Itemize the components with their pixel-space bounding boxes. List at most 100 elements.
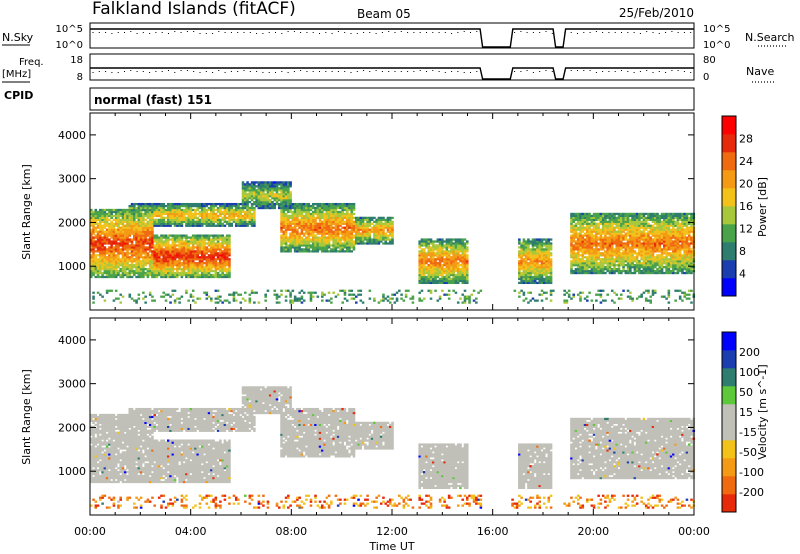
heatmap-cell	[547, 266, 551, 269]
heatmap-cell	[142, 297, 145, 300]
heatmap-cell	[321, 242, 324, 245]
heatmap-cell	[189, 260, 193, 263]
heatmap-cell	[221, 206, 224, 210]
heatmap-cell	[153, 275, 156, 279]
heatmap-cell	[162, 234, 166, 237]
heatmap-cell	[289, 181, 292, 184]
heatmap-cell	[538, 264, 542, 267]
heatmap-cell	[205, 275, 209, 279]
heatmap-cell	[314, 248, 317, 251]
heatmap-cell	[123, 252, 127, 255]
heatmap-cell	[200, 234, 204, 237]
heatmap-cell	[219, 252, 222, 255]
heatmap-cell	[153, 256, 156, 259]
heatmap-cell	[341, 206, 344, 210]
heatmap-cell	[341, 210, 344, 214]
heatmap-cell	[450, 267, 453, 271]
heatmap-cell	[248, 216, 252, 220]
heatmap-cell	[368, 297, 372, 300]
heatmap-cell	[379, 220, 383, 223]
heatmap-cell	[549, 299, 553, 302]
heatmap-cell	[148, 258, 152, 261]
heatmap-cell	[425, 267, 428, 271]
heatmap-cell	[137, 254, 141, 257]
heatmap-cell	[103, 212, 107, 216]
heatmap-cell	[133, 210, 136, 214]
heatmap-cell	[216, 273, 220, 277]
heatmap-cell	[121, 246, 125, 249]
heatmap-cell	[148, 220, 152, 223]
heatmap-cell	[119, 242, 122, 245]
heatmap-cell	[117, 254, 120, 257]
heatmap-cell	[121, 244, 125, 247]
heatmap-cell	[128, 271, 132, 275]
heatmap-cell	[171, 254, 175, 257]
nsearch-label: N.Search	[745, 31, 795, 44]
heatmap-cell	[579, 246, 582, 249]
heatmap-cell	[540, 260, 544, 263]
heatmap-cell	[223, 256, 227, 259]
heatmap-cell	[425, 240, 428, 243]
heatmap-cell	[590, 228, 594, 231]
heatmap-cell	[332, 250, 335, 253]
heatmap-cell	[307, 214, 310, 218]
heatmap-cell	[429, 240, 433, 243]
series-point	[344, 32, 346, 33]
heatmap-cell	[452, 254, 455, 257]
heatmap-cell	[327, 212, 331, 216]
heatmap-cell	[595, 230, 598, 233]
heatmap-cell	[151, 256, 154, 259]
heatmap-cell	[425, 269, 428, 273]
heatmap-cell	[549, 238, 553, 241]
heatmap-cell	[162, 216, 166, 220]
heatmap-cell	[160, 248, 163, 251]
heatmap-cell	[429, 279, 433, 283]
heatmap-cell	[189, 275, 193, 279]
heatmap-cell	[210, 252, 213, 255]
heatmap-cell	[465, 295, 469, 298]
heatmap-cell	[103, 252, 107, 255]
heatmap-cell	[171, 246, 175, 249]
heatmap-cell	[284, 238, 288, 241]
heatmap-cell	[549, 271, 553, 275]
heatmap-cell	[187, 214, 190, 218]
heatmap-cell	[255, 202, 258, 206]
heatmap-cell	[173, 240, 177, 243]
heatmap-cell	[307, 220, 310, 223]
heatmap-cell	[169, 273, 172, 277]
heatmap-cell	[576, 244, 580, 247]
heatmap-cell	[280, 183, 283, 186]
heatmap-cell	[246, 212, 249, 216]
heatmap-cell	[527, 291, 530, 294]
freq-left-tick-top: 18	[70, 55, 83, 66]
heatmap-cell	[117, 232, 120, 235]
heatmap-cell	[311, 234, 315, 237]
heatmap-cell	[121, 271, 125, 275]
heatmap-cell	[350, 250, 354, 253]
heatmap-cell	[282, 187, 286, 190]
heatmap-cell	[169, 252, 172, 255]
heatmap-cell	[339, 244, 342, 247]
heatmap-cell	[244, 197, 247, 200]
heatmap-cell	[339, 206, 342, 210]
heatmap-cell	[239, 210, 243, 214]
heatmap-cell	[101, 210, 104, 214]
heatmap-cell	[126, 228, 129, 231]
heatmap-cell	[386, 238, 390, 241]
heatmap-cell	[436, 275, 440, 279]
heatmap-cell	[164, 238, 168, 241]
series-point	[262, 33, 264, 34]
heatmap-cell	[173, 299, 177, 302]
heatmap-cell	[167, 246, 170, 249]
heatmap-cell	[110, 240, 113, 243]
heatmap-cell	[117, 244, 120, 247]
heatmap-cell	[520, 281, 523, 285]
heatmap-cell	[137, 271, 141, 275]
heatmap-cell	[248, 214, 252, 218]
heatmap-cell	[536, 240, 539, 243]
heatmap-cell	[210, 299, 213, 302]
heatmap-cell	[119, 208, 122, 212]
heatmap-cell	[445, 275, 449, 279]
heatmap-cell	[300, 226, 304, 229]
